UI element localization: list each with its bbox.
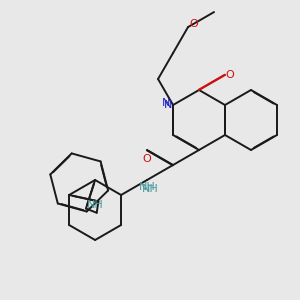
Text: NH: NH — [87, 200, 103, 210]
Text: N: N — [164, 100, 172, 110]
Text: NH: NH — [139, 182, 155, 193]
Text: O: O — [225, 70, 234, 80]
Text: O: O — [143, 154, 152, 164]
Text: N: N — [162, 98, 171, 108]
Text: O: O — [190, 19, 198, 29]
Text: NH: NH — [142, 184, 158, 194]
